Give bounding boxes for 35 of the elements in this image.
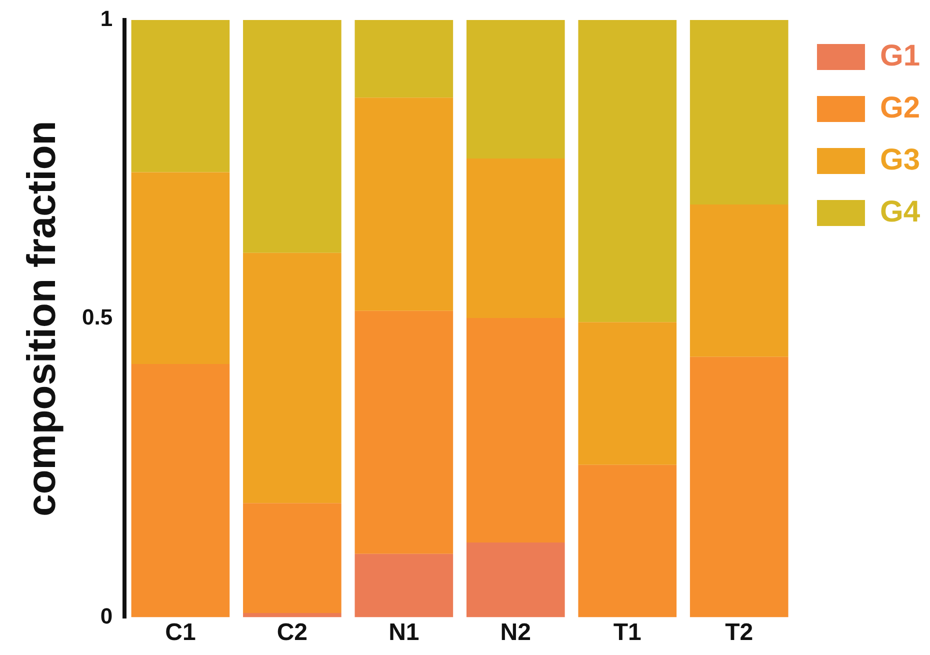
- bar: [466, 318, 565, 543]
- x-tick-label: T1: [613, 619, 642, 646]
- x-tick-label: N1: [388, 619, 420, 646]
- legend-label: G1: [880, 39, 920, 72]
- bar: [354, 310, 454, 554]
- bar: [690, 204, 788, 357]
- x-tick-label: C1: [165, 619, 196, 646]
- bar: [131, 364, 230, 618]
- y-tick-label: 1: [100, 6, 113, 32]
- bar: [243, 252, 342, 504]
- bar: [354, 554, 454, 618]
- bar: [466, 158, 565, 318]
- bar: [131, 20, 230, 172]
- legend-label: G2: [880, 91, 920, 124]
- bar: [690, 356, 788, 618]
- bar: [243, 20, 342, 253]
- legend-label: G3: [880, 143, 920, 176]
- bar: [243, 613, 342, 618]
- bar: [466, 542, 565, 618]
- y-axis-title: composition fraction: [20, 120, 64, 516]
- legend-label: G4: [880, 195, 920, 228]
- bar: [578, 464, 677, 618]
- bar: [466, 20, 565, 159]
- bar: [690, 20, 788, 205]
- bar: [354, 20, 454, 98]
- bar: [243, 503, 342, 614]
- y-tick-label: 0.5: [82, 304, 113, 330]
- bar: [131, 172, 230, 364]
- bar: [578, 322, 677, 465]
- x-tick-label: N2: [500, 619, 531, 646]
- x-tick-label: C2: [276, 619, 308, 646]
- x-tick-label: T2: [725, 619, 754, 646]
- bar: [354, 98, 454, 311]
- y-tick-label: 0: [100, 603, 113, 628]
- bar: [578, 20, 677, 322]
